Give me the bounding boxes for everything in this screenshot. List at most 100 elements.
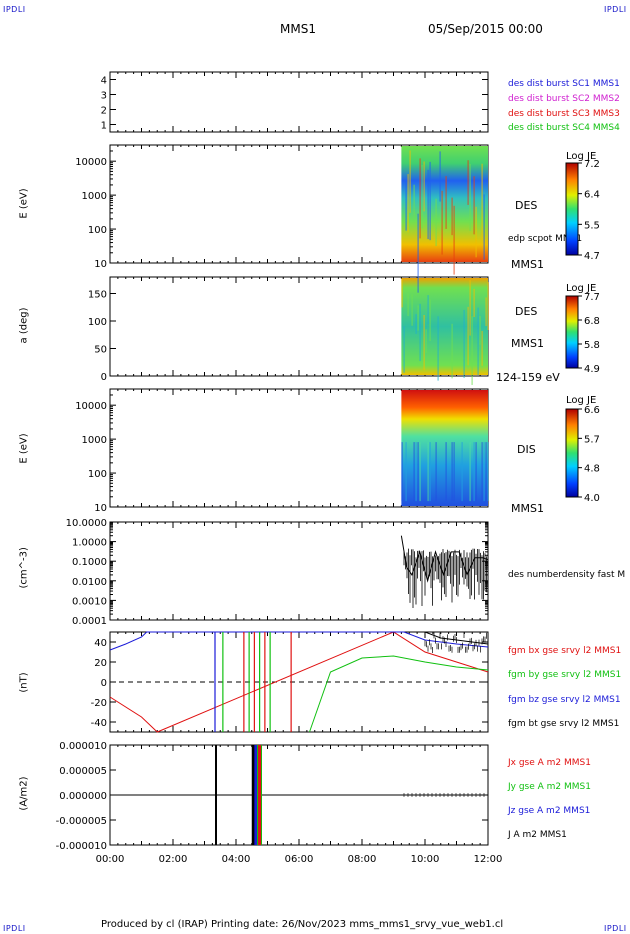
spectrogram-streak bbox=[483, 442, 485, 502]
p4-ytick-10: 10 bbox=[94, 503, 107, 514]
spectrogram-streak bbox=[481, 442, 483, 502]
p7-label-j: J A m2 MMS1 bbox=[508, 830, 567, 840]
spectrogram-streak bbox=[429, 442, 431, 502]
corner-mark-bl: IPDLI bbox=[3, 924, 26, 933]
p7-label-jx: Jx gse A m2 MMS1 bbox=[508, 758, 591, 768]
spectrogram-streak bbox=[401, 279, 403, 308]
p2-ytick-100: 100 bbox=[88, 225, 107, 236]
spectrogram-streak bbox=[479, 316, 481, 345]
p5-label: des numberdensity fast M bbox=[508, 570, 626, 580]
p3-range: 124-159 eV bbox=[496, 371, 560, 384]
p3-cbar-label-3: 4.9 bbox=[584, 364, 600, 375]
spectrogram-streak bbox=[425, 329, 427, 353]
date-title: 05/Sep/2015 00:00 bbox=[428, 22, 543, 36]
spectrogram-streak bbox=[413, 442, 415, 502]
p5-ytick-2: 0.1000 bbox=[72, 557, 107, 568]
p4-ytick-100: 100 bbox=[88, 469, 107, 480]
spectrogram-streak bbox=[405, 442, 407, 502]
p2-ytick-1000: 1000 bbox=[82, 191, 107, 202]
p7-burst-0 bbox=[215, 745, 217, 845]
p6-series-2 bbox=[109, 631, 489, 651]
corner-mark-tl: IPDLI bbox=[3, 5, 26, 14]
p6-ytick-0: 0 bbox=[101, 678, 107, 689]
p6-label-bz: fgm bz gse srvy l2 MMS1 bbox=[508, 695, 621, 705]
p4-ytick-10000: 10000 bbox=[75, 401, 107, 412]
p4-ytick-1000: 1000 bbox=[82, 435, 107, 446]
p5-ytick-1: 1.0000 bbox=[72, 538, 107, 549]
spectrogram-streak bbox=[439, 151, 441, 202]
spectrogram-streak bbox=[405, 180, 407, 231]
spectrogram-streak bbox=[423, 314, 425, 371]
spectrogram-streak bbox=[415, 314, 417, 334]
spectrogram-streak bbox=[453, 205, 455, 275]
p2-ytick-10000: 10000 bbox=[75, 157, 107, 168]
p4-cbar-label-2: 4.8 bbox=[584, 464, 600, 475]
spectrogram-streak bbox=[471, 316, 473, 385]
spectrogram-streak bbox=[487, 282, 489, 330]
p7-ytick-1: 0.000005 bbox=[59, 766, 107, 777]
spectrogram-streak bbox=[441, 190, 443, 255]
p4-cbar-label-1: 5.7 bbox=[584, 434, 600, 445]
p4-cbar-label-0: 6.6 bbox=[584, 405, 600, 416]
spectrogram-streak bbox=[407, 293, 409, 316]
p6-label-bx: fgm bx gse srvy l2 MMS1 bbox=[508, 646, 622, 656]
spectrogram-streak bbox=[427, 169, 429, 240]
p6-series-1 bbox=[309, 655, 489, 733]
p1-ytick-3: 3 bbox=[101, 91, 107, 102]
spectrogram-streak bbox=[445, 442, 447, 502]
p6-ytick--20: -20 bbox=[91, 698, 107, 709]
p3-cbar-title: Log JE bbox=[566, 283, 597, 294]
p2-colorbar bbox=[565, 162, 579, 256]
spectrogram-streak bbox=[429, 161, 431, 241]
p3-cbar-label-2: 5.8 bbox=[584, 340, 600, 351]
p1-label-sc1: des dist burst SC1 MMS1 bbox=[508, 79, 620, 89]
p2-cbar-label-0: 7.2 bbox=[584, 159, 600, 170]
spectrogram-streak bbox=[473, 442, 475, 502]
p2-species: DES bbox=[515, 199, 538, 212]
p3-ytick-150: 150 bbox=[88, 290, 107, 301]
p2-extra: edp scpot MMS1 bbox=[508, 234, 583, 244]
p3-cbar-label-0: 7.7 bbox=[584, 292, 600, 303]
spectrogram-streak bbox=[451, 442, 453, 502]
spectrogram-streak bbox=[483, 194, 485, 260]
spectrogram-streak bbox=[419, 303, 421, 362]
x-tick-label-6: 12:00 bbox=[474, 854, 503, 865]
corner-mark-tr: IPDLI bbox=[604, 5, 627, 14]
corner-mark-br: IPDLI bbox=[604, 924, 627, 933]
p3-colorbar bbox=[565, 295, 579, 369]
spectrogram-streak bbox=[419, 442, 421, 502]
spectrogram-streak bbox=[435, 198, 437, 247]
p4-colorbar bbox=[565, 408, 579, 498]
spectrogram-streak bbox=[481, 163, 483, 241]
spectrogram-streak bbox=[485, 442, 487, 502]
spectrogram-streak bbox=[475, 206, 477, 258]
spectrogram-streak bbox=[451, 197, 453, 236]
p3-species: DES bbox=[515, 305, 538, 318]
p1-ytick-4: 4 bbox=[101, 76, 107, 87]
p3-ytick-50: 50 bbox=[94, 345, 107, 356]
p4-species: DIS bbox=[517, 443, 536, 456]
p3-cbar-label-1: 6.8 bbox=[584, 316, 600, 327]
p7-ytick-4: -0.000010 bbox=[56, 841, 107, 852]
spectrogram-streak bbox=[413, 184, 415, 218]
x-tick-label-4: 08:00 bbox=[348, 854, 377, 865]
p6-ytick--40: -40 bbox=[91, 718, 107, 729]
p2-cbar-label-3: 4.7 bbox=[584, 251, 600, 262]
spectrogram-streak bbox=[427, 295, 429, 325]
x-tick-label-5: 10:00 bbox=[411, 854, 440, 865]
p5-ytick-4: 0.0010 bbox=[72, 596, 107, 607]
p6-label-by: fgm by gse srvy l2 MMS1 bbox=[508, 670, 622, 680]
spectrogram-streak bbox=[475, 442, 477, 502]
spectrogram-streak bbox=[469, 442, 471, 502]
x-tick-label-3: 06:00 bbox=[285, 854, 314, 865]
p2-cbar-title: Log JE bbox=[566, 151, 597, 162]
spectrogram-streak bbox=[401, 442, 403, 502]
p1-frame bbox=[109, 71, 489, 133]
p1-label-sc4: des dist burst SC4 MMS4 bbox=[508, 123, 620, 133]
spectrogram-streak bbox=[469, 280, 471, 336]
spectrogram-streak bbox=[409, 150, 411, 213]
spectrogram-streak bbox=[463, 309, 465, 378]
spectrogram-streak bbox=[467, 160, 469, 205]
spectrogram-streak bbox=[473, 176, 475, 235]
